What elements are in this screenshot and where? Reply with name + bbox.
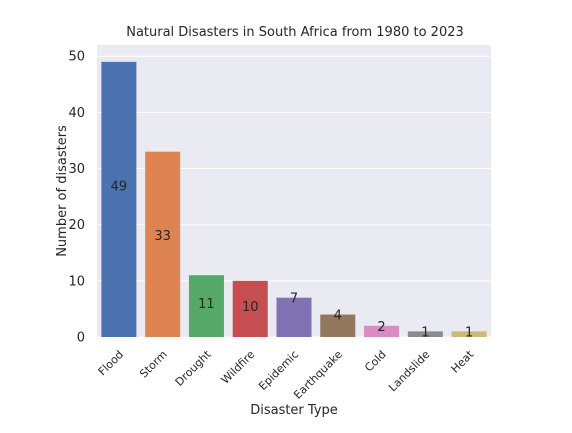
x-tick-label: Storm <box>137 348 170 381</box>
y-tick-label: 50 <box>68 50 85 65</box>
x-axis: Flood Storm Drought WildfireEpidemicEarthqu… <box>96 347 477 401</box>
data-label: 11 <box>198 297 215 312</box>
bar <box>188 275 224 337</box>
data-label: 49 <box>111 180 128 195</box>
bar <box>101 61 137 337</box>
data-label: 4 <box>334 309 342 324</box>
data-label: 1 <box>465 325 473 340</box>
x-tick-label: Heat <box>449 347 477 375</box>
x-tick-label: Wildfire <box>219 348 258 387</box>
data-label: 10 <box>242 300 259 315</box>
y-tick-label: 40 <box>68 106 85 121</box>
x-tick-label: Landslide <box>386 348 432 394</box>
x-tick-label: Epidemic <box>256 348 301 393</box>
data-label: 33 <box>154 229 171 244</box>
y-axis: 0 10 20 30 40 50 <box>68 50 85 346</box>
data-label: 2 <box>377 320 385 335</box>
data-label: 1 <box>421 325 429 340</box>
data-label: 7 <box>290 292 298 307</box>
x-axis-label: Disaster Type <box>250 403 338 418</box>
bar <box>276 297 312 337</box>
bar <box>407 331 443 337</box>
bar <box>451 331 487 337</box>
x-tick-label: Cold <box>362 348 388 374</box>
chart-title: Natural Disasters in South Africa from 1… <box>126 25 464 40</box>
y-tick-label: 30 <box>68 162 85 177</box>
x-tick-label: Drought <box>173 347 214 388</box>
y-tick-label: 0 <box>77 331 85 346</box>
y-axis-label: Number of disasters <box>55 125 70 257</box>
x-tick-label: Flood <box>96 348 126 378</box>
bar <box>145 151 181 337</box>
bar <box>364 325 400 337</box>
bars <box>101 61 487 337</box>
bar <box>232 280 268 337</box>
y-tick-label: 20 <box>68 218 85 233</box>
y-tick-label: 10 <box>68 274 85 289</box>
bar <box>320 314 356 337</box>
